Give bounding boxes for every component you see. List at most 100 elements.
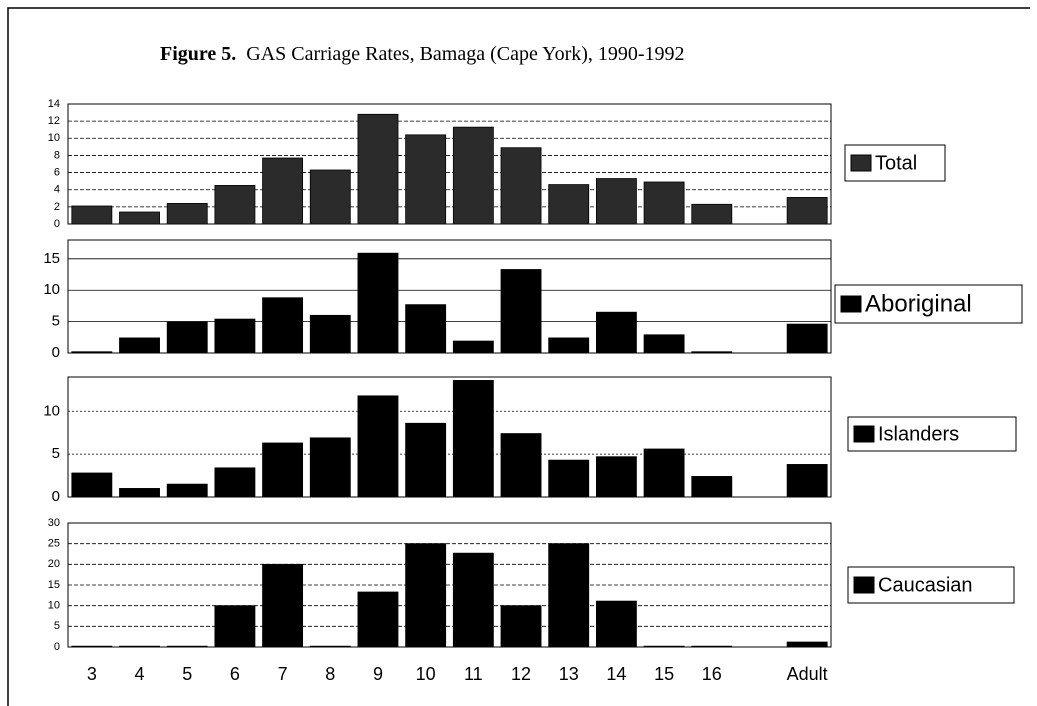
bar	[643, 448, 685, 498]
bar	[166, 483, 208, 498]
x-tick-label: Adult	[787, 664, 828, 684]
y-tick-label: 0	[52, 344, 60, 361]
bar	[643, 334, 685, 354]
x-tick-label: 8	[325, 664, 335, 684]
bar	[405, 543, 447, 648]
bar	[548, 337, 590, 354]
x-tick-label: 6	[230, 664, 240, 684]
y-tick-label: 5	[52, 445, 60, 462]
x-tick-label: 9	[373, 664, 383, 684]
bar	[405, 422, 447, 498]
y-tick-label: 6	[54, 166, 60, 178]
bar	[214, 318, 256, 354]
legend-box	[834, 284, 1023, 324]
bar	[71, 645, 113, 648]
bar	[119, 211, 160, 225]
bar	[357, 591, 399, 648]
bar	[309, 437, 351, 498]
bar	[786, 197, 828, 225]
bar	[309, 314, 351, 354]
y-tick-label: 15	[43, 250, 60, 267]
y-tick-label: 12	[48, 115, 60, 127]
bar	[548, 184, 590, 225]
y-tick-label: 10	[48, 132, 60, 144]
bar	[262, 442, 304, 498]
legend-swatch	[853, 576, 875, 594]
y-tick-label: 10	[43, 281, 60, 298]
y-tick-label: 5	[52, 313, 60, 330]
bar	[357, 395, 399, 498]
bar	[214, 467, 256, 498]
bar	[452, 552, 494, 648]
legend-label: Islanders	[878, 423, 959, 445]
y-tick-label: 10	[43, 402, 60, 419]
bar	[119, 645, 160, 648]
legend-label: Total	[875, 152, 917, 174]
x-tick-label: 13	[559, 664, 579, 684]
bar	[595, 311, 637, 354]
y-tick-label: 20	[48, 558, 60, 570]
x-tick-label: 16	[702, 664, 722, 684]
legend-label: Aboriginal	[865, 290, 972, 317]
legend-label: Caucasian	[878, 574, 973, 596]
figure-frame	[7, 7, 1030, 706]
y-tick-label: 8	[54, 149, 60, 161]
y-tick-label: 15	[48, 579, 60, 591]
bar	[405, 304, 447, 354]
bar	[691, 203, 733, 225]
figure-label: Figure 5.	[160, 43, 236, 65]
legend-box	[847, 416, 1017, 452]
bar	[595, 456, 637, 498]
chart-title: Figure 5. GAS Carriage Rates, Bamaga (Cap…	[160, 43, 685, 65]
y-tick-label: 14	[48, 98, 60, 110]
bar	[71, 351, 113, 354]
bar	[166, 321, 208, 354]
bar	[691, 351, 733, 354]
bar	[214, 185, 256, 225]
bar	[595, 600, 637, 648]
bar	[548, 543, 590, 648]
bar	[691, 476, 733, 498]
bar	[643, 181, 685, 225]
legend-swatch	[840, 295, 862, 313]
x-tick-label: 5	[182, 664, 192, 684]
bar	[786, 641, 828, 648]
y-tick-label: 0	[54, 218, 60, 230]
y-tick-label: 5	[54, 620, 60, 632]
x-tick-label: 14	[606, 664, 626, 684]
bar	[500, 433, 542, 498]
y-tick-label: 25	[48, 538, 60, 550]
legend-swatch	[850, 154, 872, 172]
y-tick-label: 30	[48, 517, 60, 529]
bar	[452, 380, 494, 498]
x-tick-label: 12	[511, 664, 531, 684]
bar	[214, 605, 256, 648]
bar	[119, 488, 160, 498]
x-tick-label: 10	[416, 664, 436, 684]
y-tick-label: 10	[48, 600, 60, 612]
bar	[166, 203, 208, 225]
x-tick-label: 7	[278, 664, 288, 684]
legend-box	[847, 566, 1015, 604]
bar	[262, 297, 304, 354]
bar	[71, 472, 113, 498]
bar	[452, 340, 494, 354]
x-tick-label: 15	[654, 664, 674, 684]
bar	[595, 178, 637, 225]
bar	[357, 113, 399, 225]
bar	[786, 464, 828, 498]
bar	[71, 205, 113, 225]
bar	[262, 157, 304, 225]
title: GAS Carriage Rates, Bamaga (Cape York), …	[246, 43, 684, 65]
x-tick-label: 11	[464, 664, 483, 684]
y-tick-label: 0	[52, 488, 60, 505]
y-tick-label: 2	[54, 201, 60, 213]
bar	[500, 605, 542, 648]
y-tick-label: 4	[54, 184, 60, 196]
bar	[309, 169, 351, 225]
bar	[405, 134, 447, 225]
x-tick-label: 3	[87, 664, 97, 684]
y-tick-label: 0	[54, 641, 60, 653]
x-tick-label: 4	[135, 664, 145, 684]
